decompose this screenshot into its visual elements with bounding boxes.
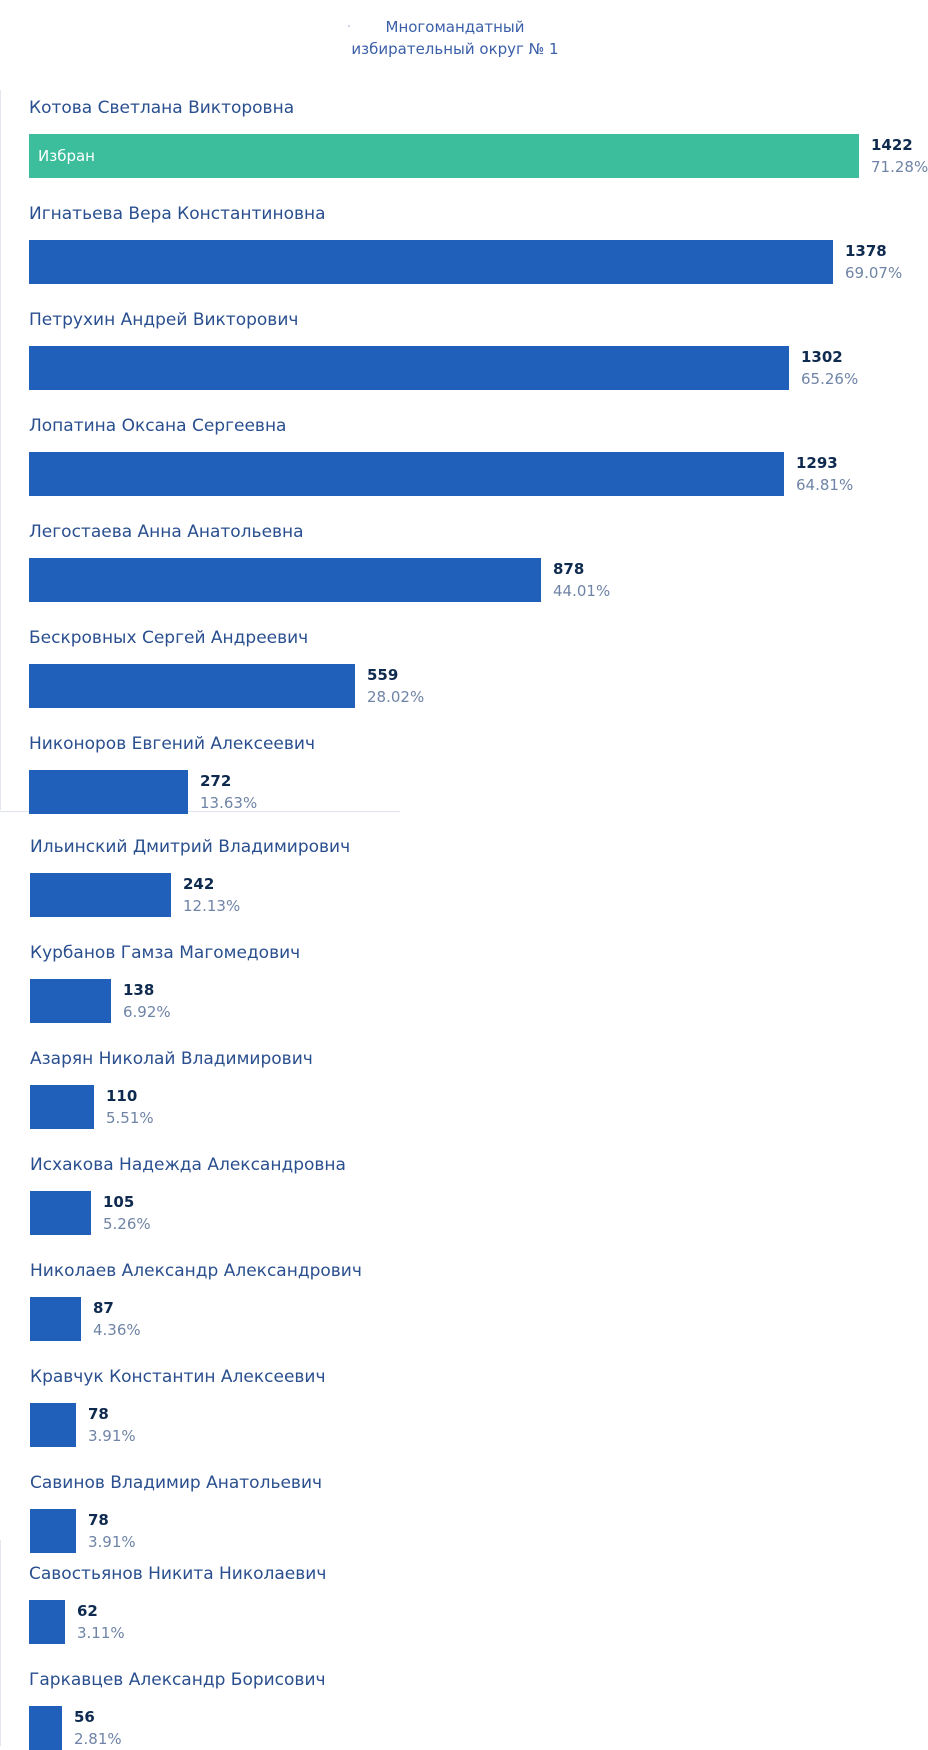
panel-left-border-lower: [0, 1540, 1, 1746]
vote-bar: [30, 1297, 81, 1341]
vote-count: 272: [200, 772, 232, 790]
vote-count: 138: [123, 981, 155, 999]
vote-count: 1422: [871, 136, 913, 154]
vote-bar: [29, 452, 784, 496]
vote-percent: 6.92%: [123, 1003, 171, 1021]
candidate-name: Котова Светлана Викторовна: [29, 98, 295, 118]
vote-percent: 3.11%: [77, 1624, 125, 1642]
vote-count: 110: [106, 1087, 138, 1105]
vote-count: 559: [367, 666, 399, 684]
vote-count: 878: [553, 560, 585, 578]
vote-bar: [29, 240, 833, 284]
candidate-name: Кравчук Константин Алексеевич: [30, 1367, 326, 1387]
vote-percent: 5.26%: [103, 1215, 151, 1233]
vote-bar: [30, 873, 171, 917]
candidate-name: Азарян Николай Владимирович: [30, 1049, 313, 1069]
candidate-name: Петрухин Андрей Викторович: [29, 310, 299, 330]
vote-bar: [30, 1403, 76, 1447]
vote-count: 1293: [796, 454, 838, 472]
vote-percent: 64.81%: [796, 476, 854, 494]
vote-percent: 4.36%: [93, 1321, 141, 1339]
candidate-name: Никоноров Евгений Алексеевич: [29, 734, 315, 754]
vote-count: 1302: [801, 348, 843, 366]
candidate-name: Гаркавцев Александр Борисович: [29, 1670, 326, 1690]
district-title-line1: Многомандатный: [385, 18, 525, 36]
vote-count: 56: [74, 1708, 95, 1726]
candidate-name: Легостаева Анна Анатольевна: [29, 522, 304, 542]
vote-percent: 3.91%: [88, 1427, 136, 1445]
vote-percent: 44.01%: [553, 582, 611, 600]
district-title-line2: избирательный округ № 1: [351, 40, 559, 58]
vote-count: 87: [93, 1299, 114, 1317]
vote-count: 1378: [845, 242, 887, 260]
vote-percent: 2.81%: [74, 1730, 122, 1748]
vote-bar: [30, 1191, 91, 1235]
vote-percent: 5.51%: [106, 1109, 154, 1127]
vote-count: 78: [88, 1405, 109, 1423]
vote-bar: [29, 770, 188, 814]
candidate-name: Исхакова Надежда Александровна: [30, 1155, 346, 1175]
vote-percent: 71.28%: [871, 158, 928, 176]
vote-bar: [29, 346, 789, 390]
vote-percent: 28.02%: [367, 688, 425, 706]
panel-left-border: [0, 90, 1, 810]
candidate-name: Николаев Александр Александрович: [30, 1261, 362, 1281]
candidate-name: Игнатьева Вера Константиновна: [29, 204, 326, 224]
vote-percent: 13.63%: [200, 794, 258, 812]
vote-percent: 12.13%: [183, 897, 241, 915]
vote-bar: [29, 558, 541, 602]
vote-percent: 65.26%: [801, 370, 859, 388]
elected-status-label: Избран: [38, 147, 95, 165]
vote-percent: 3.91%: [88, 1533, 136, 1551]
candidate-name: Лопатина Оксана Сергеевна: [29, 416, 287, 436]
vote-bar: [30, 1509, 76, 1553]
vote-bar: [29, 1706, 62, 1750]
vote-count: 105: [103, 1193, 135, 1211]
candidate-name: Савинов Владимир Анатольевич: [30, 1473, 323, 1493]
elected-bar: Избран: [29, 134, 859, 178]
candidate-name: Савостьянов Никита Николаевич: [29, 1564, 327, 1584]
candidate-name: Бескровных Сергей Андреевич: [29, 628, 309, 648]
vote-count: 78: [88, 1511, 109, 1529]
district-title: Многомандатный избирательный округ № 1: [330, 16, 580, 60]
vote-percent: 69.07%: [845, 264, 903, 282]
vote-bar: [29, 664, 355, 708]
vote-bar: [30, 1085, 94, 1129]
candidate-name: Курбанов Гамза Магомедович: [30, 943, 301, 963]
vote-count: 242: [183, 875, 215, 893]
header-dot-icon: [348, 25, 350, 27]
vote-bar: [29, 1600, 65, 1644]
vote-count: 62: [77, 1602, 98, 1620]
vote-bar: [30, 979, 111, 1023]
candidate-name: Ильинский Дмитрий Владимирович: [30, 837, 351, 857]
panel-divider: [0, 811, 400, 812]
